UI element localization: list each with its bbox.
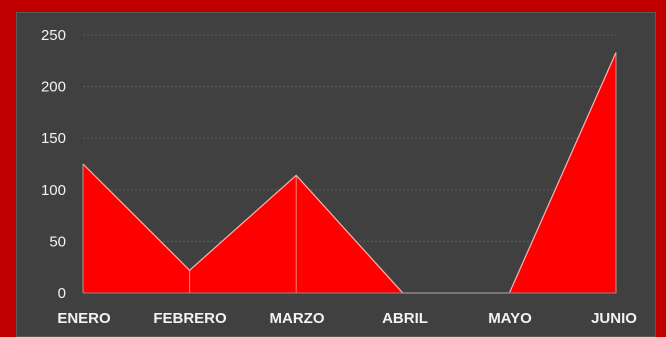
- x-tick-label: MAYO: [488, 310, 532, 327]
- area-series: [83, 52, 616, 293]
- x-tick-label: ABRIL: [382, 310, 428, 327]
- y-tick-label: 250: [41, 27, 66, 44]
- area-outline: [82, 52, 617, 294]
- x-tick-label: FEBRERO: [153, 310, 227, 327]
- y-tick-label: 150: [41, 130, 66, 147]
- x-tick-label: JUNIO: [591, 310, 637, 327]
- y-tick-label: 50: [49, 233, 66, 250]
- x-tick-label: MARZO: [270, 310, 325, 327]
- y-tick-label: 200: [41, 79, 66, 96]
- x-tick-label: ENERO: [57, 310, 111, 327]
- y-tick-label: 100: [41, 182, 66, 199]
- y-tick-label: 0: [58, 285, 66, 302]
